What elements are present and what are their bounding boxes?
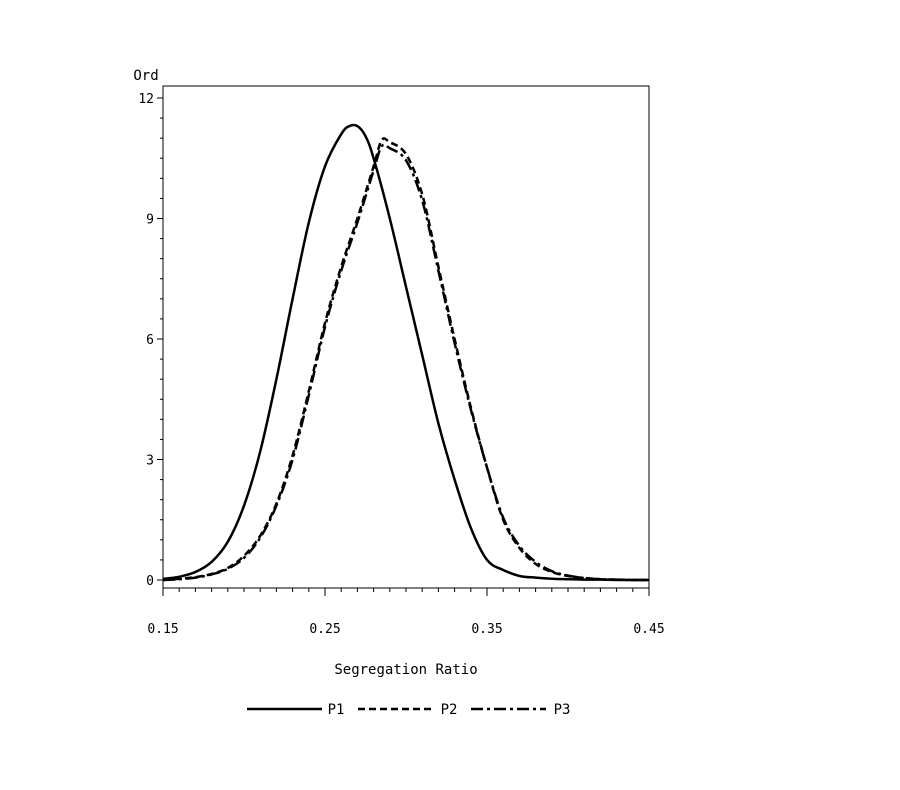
x-axis-title: Segregation Ratio xyxy=(334,662,477,678)
y-tick-label: 9 xyxy=(146,213,154,228)
legend-label-p1: P1 xyxy=(328,702,345,718)
x-tick-label: 0.15 xyxy=(147,622,178,637)
y-axis-title: Ord xyxy=(133,68,158,84)
y-tick-label: 12 xyxy=(138,92,154,107)
y-tick-label: 6 xyxy=(146,333,154,348)
series-layer xyxy=(162,123,650,582)
legend-label-p3: P3 xyxy=(554,702,571,718)
series-line-p2 xyxy=(162,137,650,582)
y-tick-label: 3 xyxy=(146,454,154,469)
legend-label-p2: P2 xyxy=(441,702,458,718)
legend: P1 P2 P3 xyxy=(247,702,570,718)
x-tick-label: 0.35 xyxy=(471,622,502,637)
series-line-p3 xyxy=(162,143,650,582)
x-tick-label: 0.45 xyxy=(633,622,664,637)
x-tick-label: 0.25 xyxy=(309,622,340,637)
series-line-p1 xyxy=(162,123,649,582)
y-tick-label: 0 xyxy=(146,574,154,589)
axis-ticks: 0 3 6 9 12 0.15 0.25 0.35 0.45 xyxy=(138,92,664,637)
